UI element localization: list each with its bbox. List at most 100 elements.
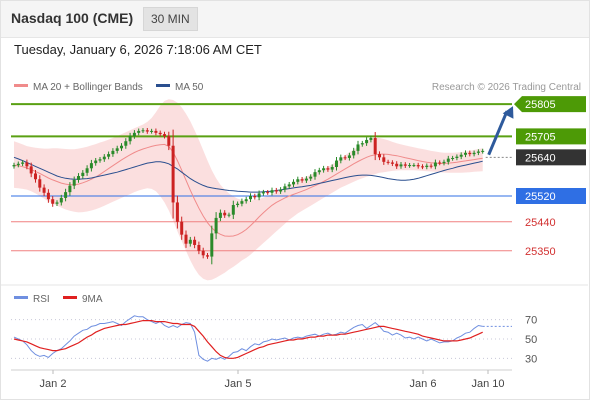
candle-body	[46, 192, 50, 200]
candle-body	[115, 148, 119, 151]
candle-body	[347, 155, 351, 158]
candle-body	[257, 193, 261, 198]
bollinger-band	[14, 99, 483, 281]
candle-body	[429, 165, 433, 167]
candle-body	[167, 136, 171, 146]
candle-body	[472, 152, 476, 155]
candle-body	[21, 162, 25, 164]
candle-body	[296, 179, 300, 182]
legend-label-ma50: MA 50	[175, 82, 204, 93]
legend-label-ma20: MA 20 + Bollinger Bands	[33, 82, 143, 93]
candle-body	[128, 136, 132, 142]
candle-body	[51, 199, 55, 204]
candle-body	[77, 176, 80, 180]
legend-swatch-rsi	[14, 296, 28, 299]
candle-body	[244, 199, 248, 202]
candle-body	[180, 221, 184, 235]
candle-body	[459, 154, 463, 157]
candle-body	[201, 250, 205, 256]
candle-body	[240, 201, 244, 204]
candle-body	[382, 157, 386, 162]
research-credit: Research © 2026 Trading Central	[432, 82, 581, 93]
rsi-tick-label: 50	[525, 334, 537, 346]
candle-body	[102, 156, 106, 160]
candle-body	[16, 163, 20, 166]
candle-body	[150, 130, 154, 132]
candle-body	[29, 166, 33, 174]
candle-body	[352, 150, 356, 156]
level-label-pivot	[516, 188, 586, 204]
candle-body	[231, 205, 235, 215]
x-tick-label: Jan 6	[410, 378, 437, 390]
candle-body	[141, 130, 145, 132]
candle-body	[292, 181, 295, 185]
candle-body	[34, 173, 37, 180]
candle-body	[369, 138, 373, 140]
candle-body	[287, 184, 291, 187]
candle-body	[188, 239, 192, 244]
target-arrow-shaft	[487, 110, 509, 156]
candle-body	[163, 134, 166, 137]
candle-body	[223, 212, 227, 216]
candle-body	[107, 154, 111, 157]
candle-body	[373, 138, 377, 155]
candle-body	[85, 168, 89, 173]
level-label-resistance	[516, 128, 586, 145]
legend-label-rsi: RSI	[33, 294, 50, 305]
candle-body	[214, 217, 218, 234]
candle-body	[403, 164, 407, 166]
candle-body	[386, 161, 390, 163]
candle-body	[206, 255, 209, 257]
candle-body	[464, 152, 467, 155]
candle-body	[442, 161, 446, 164]
target-arrow-head	[502, 106, 514, 119]
candle-body	[390, 162, 394, 164]
candle-body	[412, 165, 416, 167]
candle-body	[253, 196, 257, 198]
ma50-line	[13, 156, 483, 193]
ma20-line	[13, 143, 483, 237]
rsi-line	[13, 315, 483, 362]
x-tick-label: Jan 5	[225, 378, 252, 390]
interval-button[interactable]: 30 MIN	[143, 7, 198, 31]
candle-body	[274, 190, 278, 192]
candle-body	[326, 168, 330, 170]
candle-body	[476, 151, 480, 153]
candle-body	[304, 178, 308, 181]
candle-body	[137, 130, 141, 133]
candle-body	[227, 214, 231, 216]
level-label-target	[514, 96, 586, 113]
chart-header: Nasdaq 100 (CME) 30 MIN	[1, 1, 589, 38]
candle-body	[425, 165, 429, 167]
candle-body	[81, 172, 85, 177]
candle-body	[446, 158, 450, 162]
candle-body	[438, 162, 442, 164]
level-label-last-price	[516, 149, 586, 166]
candle-body	[395, 163, 399, 167]
candle-body	[416, 165, 420, 167]
x-tick-label: Jan 10	[471, 378, 504, 390]
candle-body	[279, 189, 283, 192]
timestamp: Tuesday, January 6, 2026 7:18:06 AM CET	[14, 42, 262, 57]
candle-body	[154, 130, 158, 133]
candle-body	[98, 159, 102, 161]
candle-body	[236, 203, 240, 206]
candle-body	[455, 156, 459, 158]
candle-body	[158, 132, 162, 135]
rsi-ma-line	[13, 320, 483, 359]
candle-body	[72, 179, 76, 186]
candle-body	[12, 165, 16, 167]
symbol-title: Nasdaq 100 (CME)	[11, 10, 134, 26]
candle-body	[94, 160, 98, 164]
candle-body	[38, 179, 42, 188]
candle-body	[175, 202, 179, 222]
candle-body	[283, 186, 287, 190]
candle-body	[317, 170, 321, 173]
candle-body	[68, 185, 72, 193]
candle-body	[330, 167, 334, 170]
x-tick-label: Jan 2	[40, 378, 67, 390]
candle-body	[42, 187, 46, 193]
candle-body	[300, 179, 304, 181]
legend-swatch-ma20	[14, 84, 28, 87]
